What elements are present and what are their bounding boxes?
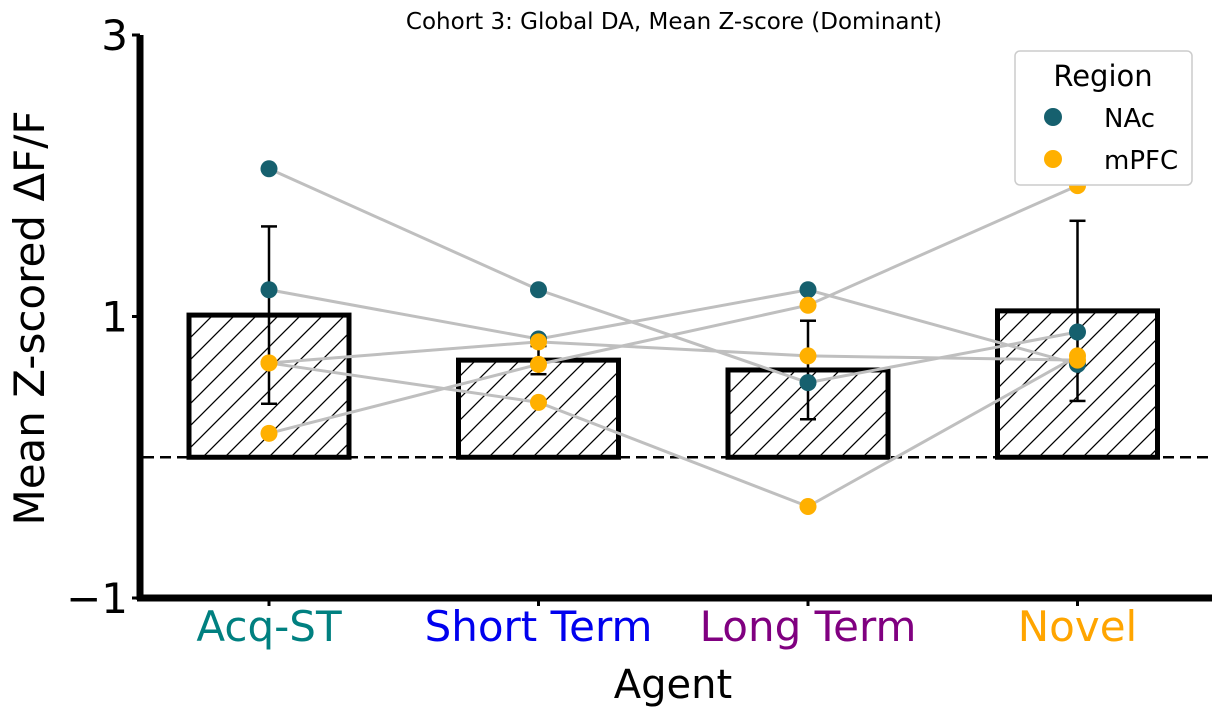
chart-title: Cohort 3: Global DA, Mean Z-score (Domin… xyxy=(406,9,942,35)
y-axis-label: Mean Z-scored ΔF/F xyxy=(5,110,54,525)
point-mpfc xyxy=(530,355,547,373)
y-tick-label: 3 xyxy=(101,11,128,60)
subject-connector-line xyxy=(268,288,1078,366)
subject-connector-line xyxy=(268,354,1079,509)
point-nac xyxy=(260,160,278,178)
legend: Region NAc mPFC xyxy=(1014,50,1193,186)
subject-connector-line xyxy=(268,340,1078,365)
errorbars-group xyxy=(261,219,1086,421)
point-nac xyxy=(260,281,278,299)
point-mpfc xyxy=(1069,347,1086,365)
point-mpfc xyxy=(260,424,278,442)
x-tick-group: Acq-ST Short Term Long Term Novel xyxy=(196,598,1137,651)
point-mpfc xyxy=(530,393,547,411)
subject-connector-line xyxy=(268,184,1079,435)
y-tick-label: 1 xyxy=(101,293,128,342)
legend-marker-mpfc xyxy=(1044,150,1062,168)
legend-label-mpfc: mPFC xyxy=(1104,146,1178,176)
legend-marker-nac xyxy=(1044,108,1062,126)
legend-frame xyxy=(1014,50,1193,186)
point-mpfc xyxy=(799,347,817,365)
x-axis-group: Acq-ST Short Term Long Term Novel Agent xyxy=(137,594,1212,708)
y-tick-group: −1 1 3 xyxy=(66,11,140,623)
legend-label-nac: NAc xyxy=(1104,104,1155,134)
point-mpfc xyxy=(799,296,817,314)
point-nac xyxy=(799,374,817,392)
x-tick-label: Short Term xyxy=(425,602,653,651)
legend-title: Region xyxy=(1053,59,1152,93)
x-tick-label: Acq-ST xyxy=(196,602,342,651)
x-tick-label: Long Term xyxy=(700,602,917,651)
point-mpfc xyxy=(260,354,278,372)
x-tick-label: Novel xyxy=(1018,602,1137,651)
y-axis-group: −1 1 3 Mean Z-scored ΔF/F xyxy=(5,11,144,623)
point-nac xyxy=(1069,323,1086,341)
subject-connector-line xyxy=(268,167,1078,385)
points-group xyxy=(260,160,1086,516)
y-tick-label: −1 xyxy=(66,574,128,623)
connectors-group xyxy=(268,167,1079,509)
point-mpfc xyxy=(530,333,547,351)
x-axis-label: Agent xyxy=(614,662,732,708)
point-mpfc xyxy=(799,498,817,516)
point-nac xyxy=(530,281,547,299)
bars-group xyxy=(186,308,1160,460)
point-nac xyxy=(799,281,817,299)
